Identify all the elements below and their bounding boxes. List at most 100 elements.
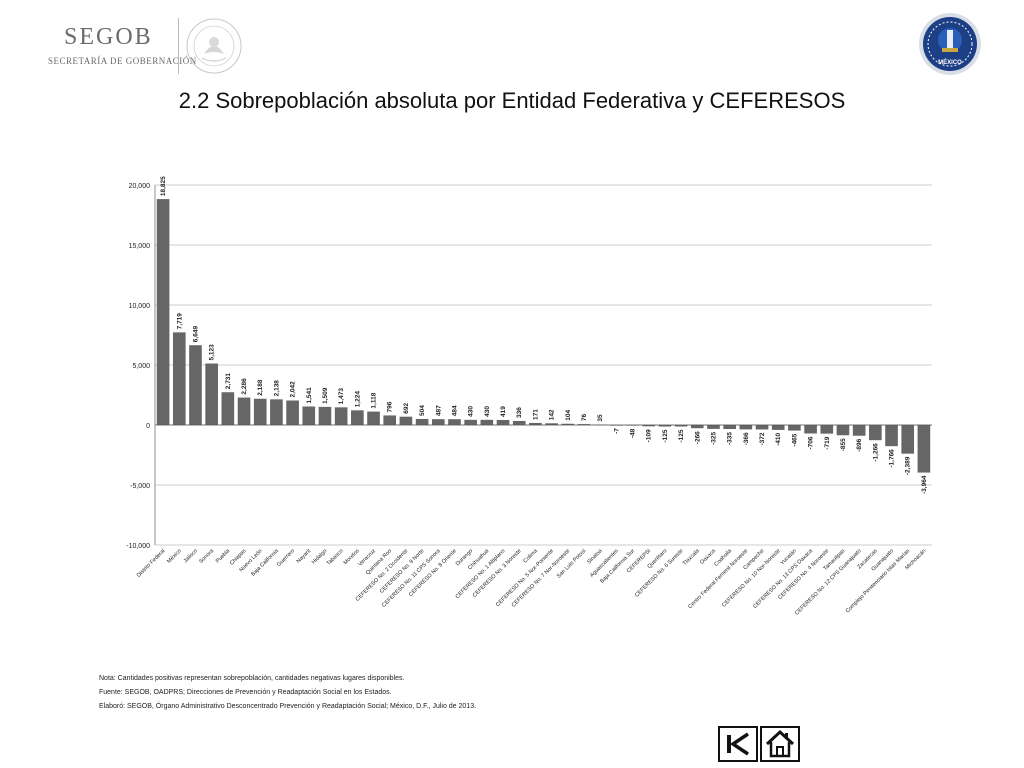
bar xyxy=(334,407,348,425)
bar xyxy=(917,425,931,473)
bar xyxy=(351,410,364,425)
data-label: 6,649 xyxy=(192,326,199,343)
data-label: 2,042 xyxy=(290,381,297,398)
bar xyxy=(302,406,316,425)
data-label: 1,224 xyxy=(354,391,361,408)
bar xyxy=(804,425,817,434)
data-label: 419 xyxy=(500,406,507,417)
data-label: 692 xyxy=(403,402,410,413)
bar xyxy=(270,399,283,425)
data-label: 2,731 xyxy=(225,373,232,390)
data-label: -125 xyxy=(678,429,685,442)
data-label: -3,964 xyxy=(921,475,928,494)
category-label: Tlaxcala xyxy=(682,548,701,567)
data-label: -366 xyxy=(743,432,750,445)
data-label: 484 xyxy=(451,405,458,416)
bar xyxy=(707,425,720,429)
bar xyxy=(674,425,688,427)
bar xyxy=(545,423,558,425)
y-tick-label: 10,000 xyxy=(129,303,151,310)
data-label: -855 xyxy=(840,438,847,451)
data-label: 35 xyxy=(597,414,604,422)
bar xyxy=(237,397,251,425)
data-label: 2,138 xyxy=(273,380,280,397)
category-label: Distrito Federal xyxy=(136,548,167,579)
data-label: 336 xyxy=(516,407,523,418)
bar xyxy=(723,425,736,430)
logo-divider xyxy=(178,18,179,74)
bar xyxy=(189,345,202,425)
data-label: 104 xyxy=(565,410,572,421)
data-label: -372 xyxy=(759,432,766,445)
author-text: Elaboró: SEGOB, Órgano Administrativo De… xyxy=(99,703,477,710)
bar xyxy=(172,332,186,425)
y-tick-label: 0 xyxy=(146,423,150,430)
data-label: 1,473 xyxy=(338,388,345,405)
bar xyxy=(205,363,218,425)
bar xyxy=(464,419,477,425)
data-label: -109 xyxy=(646,429,653,442)
bar xyxy=(480,419,494,425)
data-label: -125 xyxy=(662,429,669,442)
bar xyxy=(383,415,397,425)
oadprs-emblem-icon: MÉXICO xyxy=(919,13,981,75)
data-label: -2,389 xyxy=(905,456,912,475)
bar xyxy=(448,419,461,425)
source-text: Fuente: SEGOB, OADPRS; Direcciones de Pr… xyxy=(99,689,392,696)
data-label: -335 xyxy=(727,432,734,445)
bar xyxy=(415,418,429,425)
note-text: Nota: Cantidades positivas representan s… xyxy=(99,675,405,682)
y-tick-label: -10,000 xyxy=(126,543,150,550)
data-label: 2,286 xyxy=(241,378,248,395)
data-label: 1,541 xyxy=(306,387,313,404)
category-label: Nayarit xyxy=(296,548,313,565)
home-button[interactable] xyxy=(760,726,800,762)
data-label: -896 xyxy=(856,438,863,451)
category-label: México xyxy=(166,548,183,565)
bar xyxy=(901,425,915,454)
bar xyxy=(836,425,850,436)
data-label: 430 xyxy=(468,406,475,417)
segob-logo-subtitle: SECRETARÍA DE GOBERNACIÓN xyxy=(48,56,197,66)
y-tick-label: 5,000 xyxy=(132,363,150,370)
bar xyxy=(367,411,380,425)
y-tick-label: 15,000 xyxy=(129,243,151,250)
data-label: -7 xyxy=(613,428,620,434)
data-label: -719 xyxy=(824,436,831,449)
data-label: -325 xyxy=(710,432,717,445)
data-label: -465 xyxy=(791,433,798,446)
bar xyxy=(755,425,769,430)
bar xyxy=(253,398,267,425)
bar xyxy=(852,425,866,436)
data-label: 796 xyxy=(387,401,394,412)
data-label: -1,766 xyxy=(889,449,896,468)
bar xyxy=(286,400,299,425)
bar xyxy=(788,425,801,431)
data-label: 1,509 xyxy=(322,387,329,404)
bar xyxy=(399,416,413,425)
data-label: 76 xyxy=(581,413,588,421)
data-label: -266 xyxy=(694,431,701,444)
bar xyxy=(739,425,753,430)
bar xyxy=(221,392,235,425)
y-tick-label: 20,000 xyxy=(129,183,151,190)
bar xyxy=(885,425,898,447)
data-label: 18,825 xyxy=(160,176,167,196)
data-label: 142 xyxy=(549,409,556,420)
segob-logo-text: SEGOB xyxy=(64,24,153,50)
data-label: 504 xyxy=(419,405,426,416)
bar xyxy=(529,422,542,425)
category-label: San Luis Potosí xyxy=(556,548,588,580)
data-label: 487 xyxy=(435,405,442,416)
bar xyxy=(642,425,656,427)
bar xyxy=(771,425,785,430)
bar xyxy=(577,424,591,425)
data-label: -1,266 xyxy=(872,443,879,462)
home-icon xyxy=(765,729,795,758)
bar xyxy=(318,406,332,425)
bar xyxy=(156,199,170,425)
back-button[interactable] xyxy=(718,726,758,762)
bar xyxy=(496,419,510,425)
skip-back-icon xyxy=(727,732,749,756)
